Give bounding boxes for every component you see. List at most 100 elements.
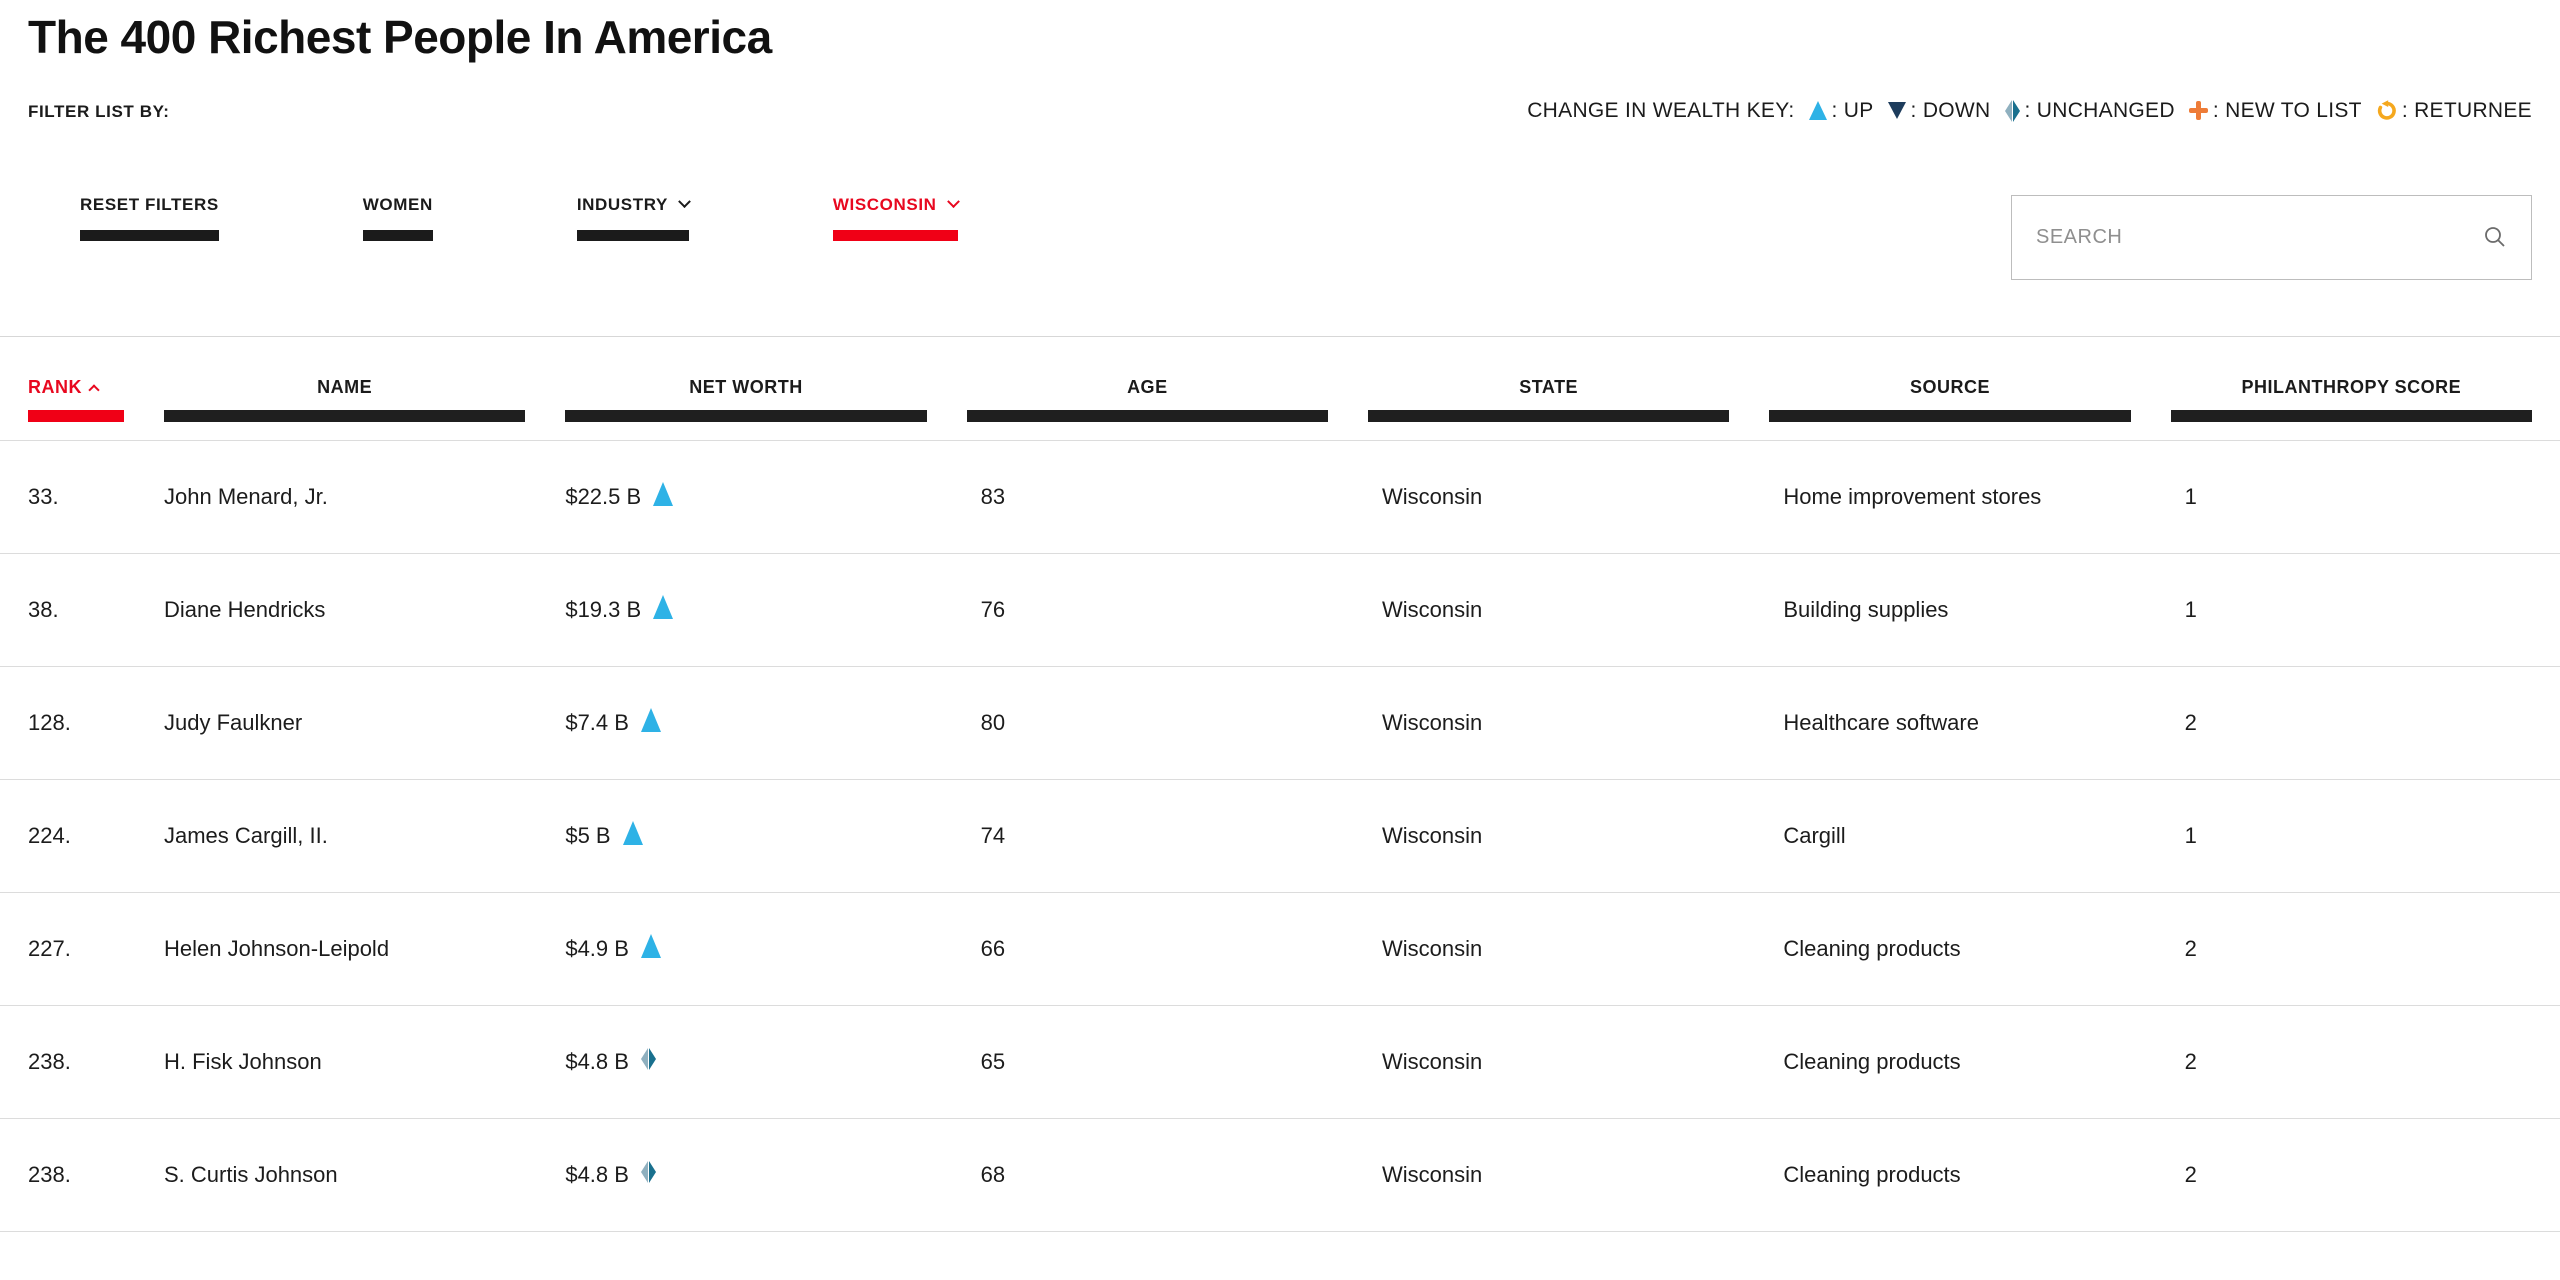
unchanged-diamond-icon — [640, 1160, 656, 1183]
philanthropy-header-label: PHILANTHROPY SCORE — [2241, 376, 2462, 397]
source-cell: Cargill — [1783, 822, 1846, 848]
state-cell: Wisconsin — [1382, 483, 1483, 509]
reset-filters-button[interactable]: RESET FILTERS — [28, 195, 271, 241]
name-cell: James Cargill, II. — [164, 822, 328, 848]
up-arrow-icon — [653, 594, 674, 619]
state-cell: Wisconsin — [1382, 822, 1483, 848]
source-cell: Cleaning products — [1783, 1048, 1961, 1074]
net-worth-value: $4.8 B — [565, 1161, 629, 1187]
table-row[interactable]: 38. Diane Hendricks $19.3 B 76 Wisconsin… — [0, 554, 2560, 667]
name-cell: Helen Johnson-Leipold — [164, 935, 390, 961]
rank-cell: 128. — [28, 709, 71, 735]
table-row[interactable]: 238. S. Curtis Johnson $4.8 B 68 Wiscons… — [0, 1119, 2560, 1232]
header-underline-bar — [28, 409, 124, 422]
rank-cell: 238. — [28, 1048, 71, 1074]
state-cell: Wisconsin — [1382, 1048, 1483, 1074]
age-cell: 76 — [980, 596, 1006, 622]
reset-filters-label: RESET FILTERS — [80, 194, 219, 214]
unchanged-diamond-icon — [2004, 99, 2020, 122]
unchanged-diamond-icon — [640, 1047, 656, 1070]
filter-underline-bar — [80, 229, 219, 241]
age-cell: 74 — [980, 822, 1006, 848]
search-input[interactable] — [2036, 225, 2483, 249]
state-cell: Wisconsin — [1382, 1161, 1483, 1187]
philanthropy-score-cell: 2 — [2184, 1048, 2197, 1074]
wealth-change-icon — [640, 707, 661, 738]
net-worth-cell: $4.8 B — [565, 1160, 926, 1189]
filter-list-label: FILTER LIST BY: — [28, 101, 170, 121]
down-arrow-icon — [1887, 102, 1906, 120]
filter-underline-bar — [576, 229, 689, 241]
key-item-label: : UP — [1831, 98, 1874, 122]
subhead-row: FILTER LIST BY: CHANGE IN WEALTH KEY: : … — [28, 99, 2532, 123]
industry-filter-dropdown[interactable]: INDUSTRY — [525, 195, 741, 241]
philanthropy-score-cell: 2 — [2184, 935, 2197, 961]
table-row[interactable]: 227. Helen Johnson-Leipold $4.9 B 66 Wis… — [0, 893, 2560, 1006]
table-row[interactable]: 33. John Menard, Jr. $22.5 B 83 Wisconsi… — [0, 441, 2560, 554]
net-worth-cell: $22.5 B — [565, 481, 926, 512]
rich-list-table: RANK NAME NET WORTH AGE STATE SOURCE PHI… — [0, 337, 2560, 1232]
age-cell: 68 — [980, 1161, 1006, 1187]
wealth-change-icon — [640, 933, 661, 964]
wealth-change-icon — [653, 594, 674, 625]
state-cell: Wisconsin — [1382, 935, 1483, 961]
wealth-change-icon — [640, 1160, 656, 1189]
header-underline-bar — [1769, 409, 2131, 422]
net-worth-header-label: NET WORTH — [689, 376, 803, 397]
name-header-label: NAME — [317, 376, 373, 397]
column-header-state[interactable]: STATE — [1368, 376, 1730, 422]
key-item-label: : UNCHANGED — [2024, 98, 2175, 122]
wealth-change-icon — [640, 1047, 656, 1076]
philanthropy-score-cell: 2 — [2184, 1161, 2197, 1187]
source-cell: Healthcare software — [1783, 709, 1979, 735]
returnee-circular-arrow-icon — [2377, 100, 2396, 120]
name-cell: Diane Hendricks — [164, 596, 326, 622]
source-header-label: SOURCE — [1909, 376, 1990, 397]
rank-cell: 224. — [28, 822, 71, 848]
wealth-change-icon — [622, 820, 643, 851]
age-cell: 83 — [980, 483, 1006, 509]
up-arrow-icon — [1808, 101, 1827, 121]
net-worth-value: $5 B — [565, 822, 611, 848]
column-header-net-worth[interactable]: NET WORTH — [565, 376, 927, 422]
table-row[interactable]: 128. Judy Faulkner $7.4 B 80 Wisconsin H… — [0, 667, 2560, 780]
wisconsin-filter-label: WISCONSIN — [833, 195, 960, 215]
women-filter-button[interactable]: WOMEN — [311, 195, 485, 241]
key-item-down: : DOWN — [1887, 99, 1991, 123]
chevron-down-icon — [946, 195, 960, 209]
filter-underline-bar — [832, 229, 958, 241]
net-worth-value: $22.5 B — [565, 483, 642, 509]
rank-cell: 33. — [28, 483, 59, 509]
up-arrow-icon — [653, 481, 674, 506]
state-header-label: STATE — [1519, 376, 1579, 397]
header-underline-bar — [164, 409, 526, 422]
up-arrow-icon — [640, 933, 661, 958]
source-cell: Cleaning products — [1783, 935, 1961, 961]
search-box[interactable] — [2011, 194, 2532, 280]
philanthropy-score-cell: 1 — [2184, 596, 2197, 622]
wealth-change-icon — [653, 481, 674, 512]
header-underline-bar — [966, 409, 1328, 422]
chevron-down-icon — [678, 195, 691, 209]
key-item-label: : RETURNEE — [2401, 98, 2532, 122]
key-item-unchanged: : UNCHANGED — [2004, 98, 2175, 123]
column-header-source[interactable]: SOURCE — [1769, 376, 2131, 422]
wealth-key-label: CHANGE IN WEALTH KEY: — [1527, 98, 1795, 122]
column-header-rank[interactable]: RANK — [28, 377, 124, 422]
column-header-name[interactable]: NAME — [164, 376, 526, 422]
filter-underline-bar — [362, 229, 433, 241]
header-underline-bar — [2170, 409, 2532, 422]
age-cell: 66 — [980, 935, 1006, 961]
state-cell: Wisconsin — [1382, 709, 1483, 735]
search-icon[interactable] — [2483, 225, 2507, 249]
age-cell: 65 — [980, 1048, 1006, 1074]
key-item-label: : NEW TO LIST — [2212, 98, 2362, 122]
table-row[interactable]: 224. James Cargill, II. $5 B 74 Wisconsi… — [0, 780, 2560, 893]
key-item-up: : UP — [1808, 98, 1874, 123]
column-header-philanthropy-score[interactable]: PHILANTHROPY SCORE — [2170, 376, 2532, 422]
table-row[interactable]: 238. H. Fisk Johnson $4.8 B 65 Wisconsin… — [0, 1006, 2560, 1119]
column-header-age[interactable]: AGE — [966, 377, 1328, 422]
net-worth-cell: $4.9 B — [565, 933, 926, 964]
state-filter-dropdown-wisconsin[interactable]: WISCONSIN — [781, 195, 1010, 241]
header-underline-bar — [565, 409, 927, 422]
